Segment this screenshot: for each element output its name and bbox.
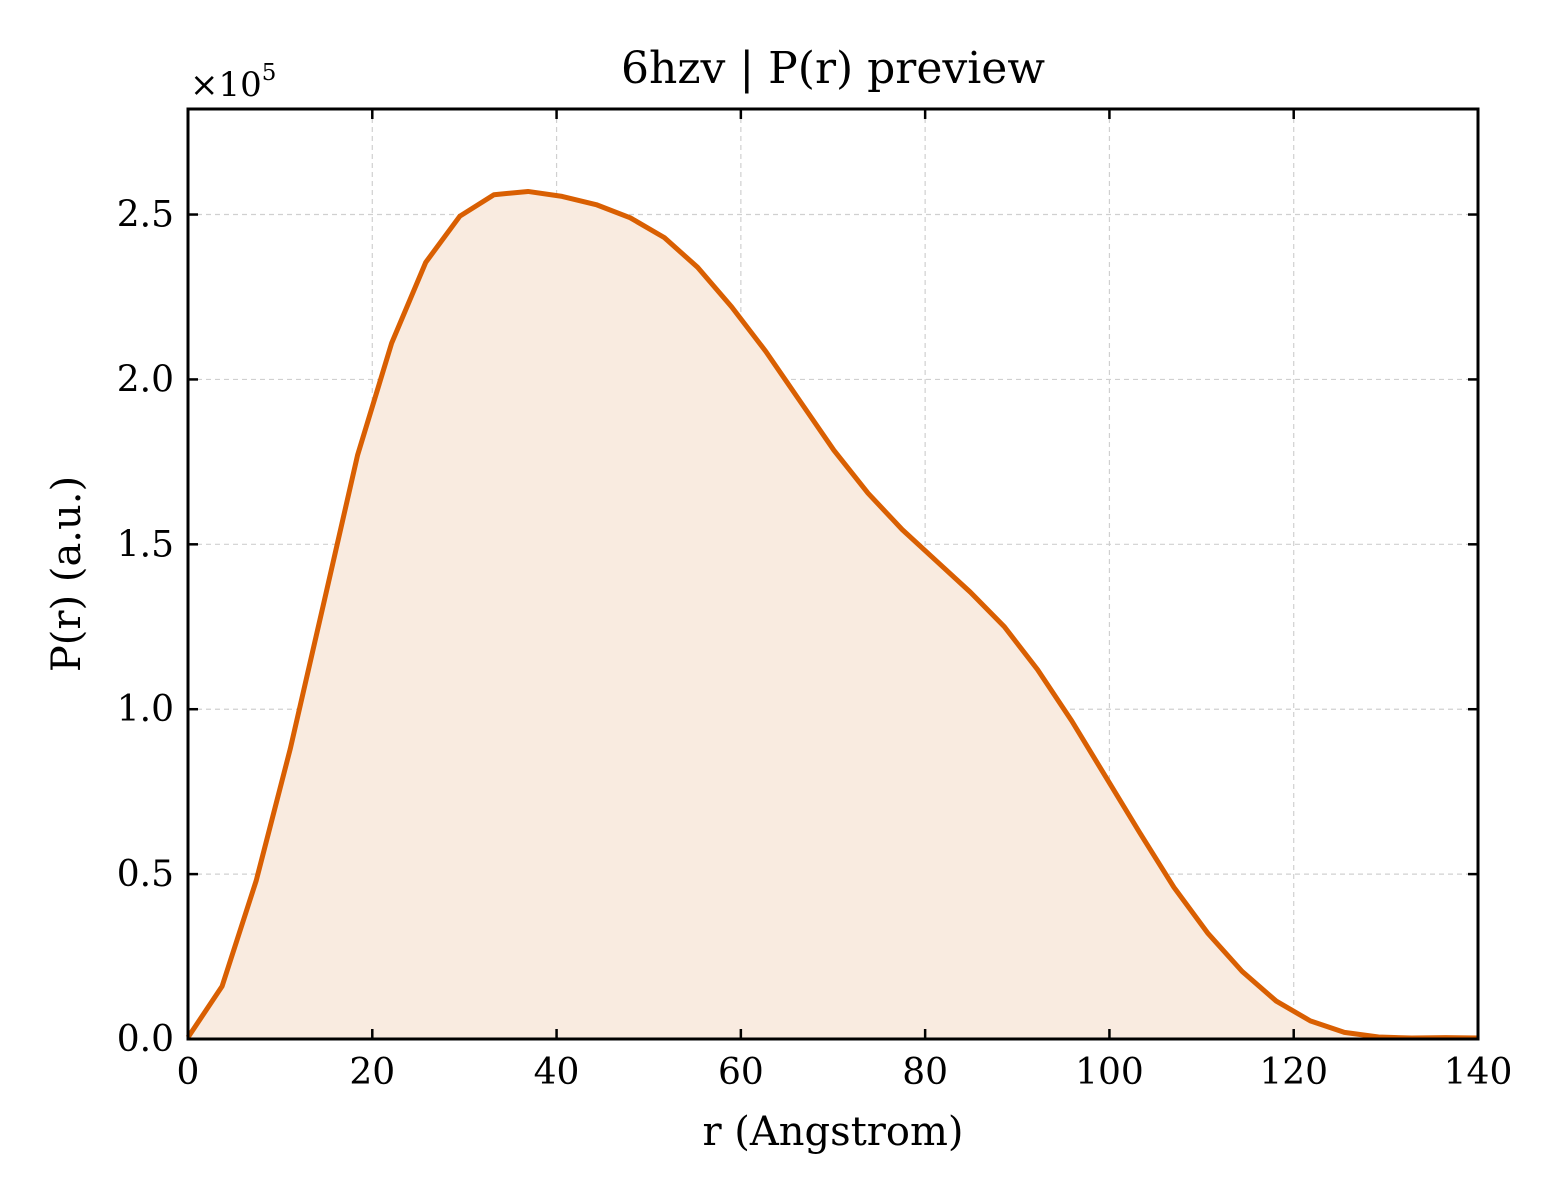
y-tick-label: 1.0 [117, 689, 174, 730]
y-offset-exponent: 5 [262, 60, 277, 86]
x-tick-label: 0 [177, 1052, 200, 1093]
y-axis-offset-label: ×105 [190, 60, 276, 105]
x-axis-title: r (Angstrom) [702, 1109, 963, 1155]
x-tick-label: 80 [902, 1052, 948, 1093]
axis-ticks: 0 20 40 60 80 100 120 140 0.0 0.5 1.0 1.5 2.0 2.5 [117, 109, 1513, 1093]
y-tick-label: 0.0 [117, 1019, 174, 1060]
x-tick-label: 140 [1444, 1052, 1513, 1093]
plot-frame [186, 107, 1480, 1041]
x-tick-label: 20 [349, 1052, 395, 1093]
pr-series-line [185, 188, 1479, 1041]
x-tick-label: 40 [534, 1052, 580, 1093]
y-offset-base: ×10 [190, 65, 262, 105]
y-tick-label: 2.0 [117, 359, 174, 400]
x-tick-label: 120 [1259, 1052, 1328, 1093]
pr-area-fill [188, 191, 1478, 1039]
y-tick-label: 1.5 [117, 524, 174, 565]
y-tick-label: 0.5 [117, 854, 174, 895]
x-tick-label: 60 [718, 1052, 764, 1093]
y-axis-title: P(r) (a.u.) [44, 476, 90, 672]
chart-title: 6hzv | P(r) preview [621, 43, 1045, 94]
x-tick-label: 100 [1075, 1052, 1144, 1093]
y-tick-label: 2.5 [117, 195, 174, 236]
